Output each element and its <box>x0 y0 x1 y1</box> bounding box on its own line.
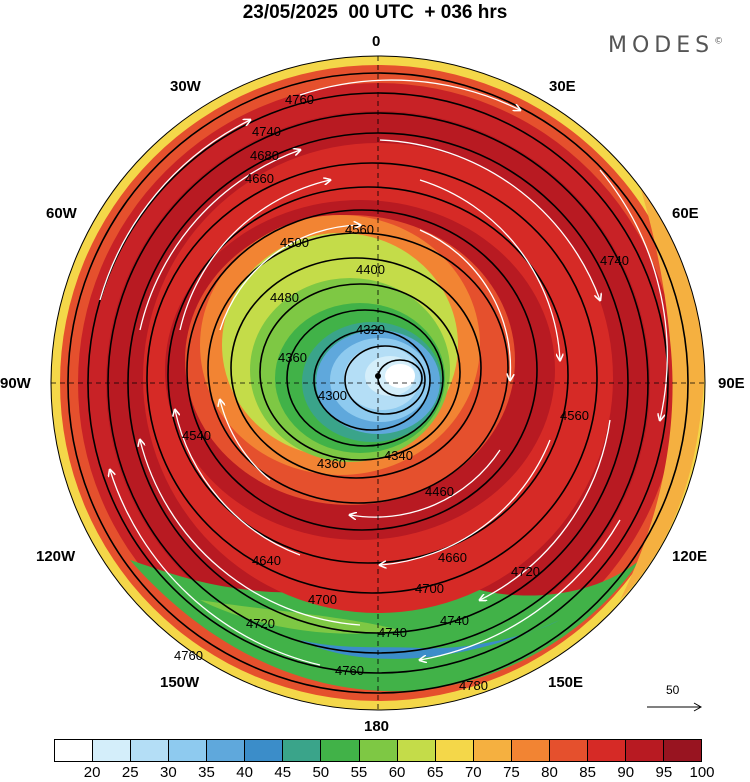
graticule <box>51 56 705 710</box>
colorbar-swatch <box>473 740 512 761</box>
contour-label-4460: 4460 <box>425 484 454 499</box>
colorbar-tick-label: 55 <box>350 764 368 781</box>
colorbar-tick-label: 80 <box>541 764 558 781</box>
colorbar-swatch <box>207 740 246 761</box>
contour-label-4760c: 4760 <box>174 648 203 663</box>
colorbar-swatch <box>169 740 208 761</box>
colorbar-tick-label: 65 <box>426 764 444 781</box>
modes-logo: MODES© <box>608 33 724 58</box>
contour-label-4740: 4740 <box>252 124 281 139</box>
reference-vector-value: 50 <box>666 683 680 697</box>
contour-label-4720b: 4720 <box>511 564 540 579</box>
colorbar-tick-label: 85 <box>579 764 596 781</box>
colorbar <box>54 739 702 762</box>
contour-label-4540: 4540 <box>182 428 211 443</box>
contour-label-4700b: 4700 <box>415 581 444 596</box>
colorbar-tick-label: 60 <box>388 764 406 781</box>
lon-label-120w: 120W <box>36 548 76 565</box>
contour-label-4760: 4760 <box>285 92 314 107</box>
colorbar-swatch <box>245 740 284 761</box>
lon-label-150w: 150W <box>160 674 200 691</box>
lon-label-0: 0 <box>372 33 381 50</box>
colorbar-tick-label: 35 <box>198 764 215 781</box>
colorbar-swatch <box>625 740 664 761</box>
contour-labels: 4760 4740 4680 4660 4560 4500 4480 4400 … <box>174 92 629 693</box>
contour-label-4680: 4680 <box>250 148 279 163</box>
contour-label-4740c: 4740 <box>440 613 469 628</box>
contour-label-4300: 4300 <box>318 388 347 403</box>
lon-label-30e: 30E <box>549 78 576 95</box>
lon-label-120e: 120E <box>672 548 708 565</box>
colorbar-swatch <box>131 740 170 761</box>
colorbar-swatch <box>511 740 550 761</box>
lon-label-60e: 60E <box>672 205 699 222</box>
colorbar-swatch <box>55 740 94 761</box>
contour-label-4720: 4720 <box>246 616 275 631</box>
contour-label-4360b: 4360 <box>317 456 346 471</box>
colorbar-tick-label: 25 <box>121 764 139 781</box>
colorbar-tick-label: 70 <box>464 764 482 781</box>
contour-label-4400: 4400 <box>356 262 385 277</box>
colorbar-swatch <box>93 740 132 761</box>
colorbar-swatch <box>397 740 436 761</box>
pole-marker <box>375 373 381 379</box>
colorbar-tick-label: 30 <box>160 764 177 781</box>
colorbar-tick-label: 75 <box>503 764 520 781</box>
map-title: 23/05/2025 00 UTC + 036 hrs <box>242 2 508 23</box>
contour-label-4700: 4700 <box>308 592 337 607</box>
colorbar-swatch <box>587 740 626 761</box>
contour-label-4560: 4560 <box>345 222 374 237</box>
colorbar-swatch <box>435 740 474 761</box>
lon-label-90w: 90W <box>0 375 31 392</box>
contour-label-4660: 4660 <box>245 171 274 186</box>
colorbar-tick-label: 40 <box>236 764 253 781</box>
contour-label-4560b: 4560 <box>560 408 589 423</box>
contour-label-4780: 4780 <box>459 678 488 693</box>
colorbar-tick-label: 45 <box>274 764 292 781</box>
contour-label-4340: 4340 <box>384 448 413 463</box>
contour-label-4480: 4480 <box>270 290 299 305</box>
contour-label-4500: 4500 <box>280 235 309 250</box>
contour-label-4740b: 4740 <box>378 625 407 640</box>
colorbar-tick-label: 20 <box>83 764 101 781</box>
colorbar-tick-label: 100 <box>689 764 715 781</box>
contour-label-4640: 4640 <box>252 553 281 568</box>
contour-label-4740d: 4740 <box>600 253 629 268</box>
lon-label-30w: 30W <box>170 78 201 95</box>
colorbar-tick-label: 50 <box>312 764 330 781</box>
contour-label-4760b: 4760 <box>335 663 364 678</box>
lon-label-60w: 60W <box>46 205 77 222</box>
lon-label-150e: 150E <box>548 674 584 691</box>
contour-label-4360: 4360 <box>278 350 307 365</box>
colorbar-tick-label: 90 <box>617 764 635 781</box>
colorbar-swatch <box>321 740 360 761</box>
lon-label-90e: 90E <box>718 375 745 392</box>
colorbar-swatch <box>359 740 398 761</box>
colorbar-swatch <box>283 740 322 761</box>
lon-label-180: 180 <box>364 718 390 735</box>
contour-label-4660b: 4660 <box>438 550 467 565</box>
colorbar-swatch <box>664 740 702 761</box>
contour-label-4320: 4320 <box>356 322 385 337</box>
colorbar-tick-label: 95 <box>655 764 673 781</box>
colorbar-swatch <box>549 740 588 761</box>
